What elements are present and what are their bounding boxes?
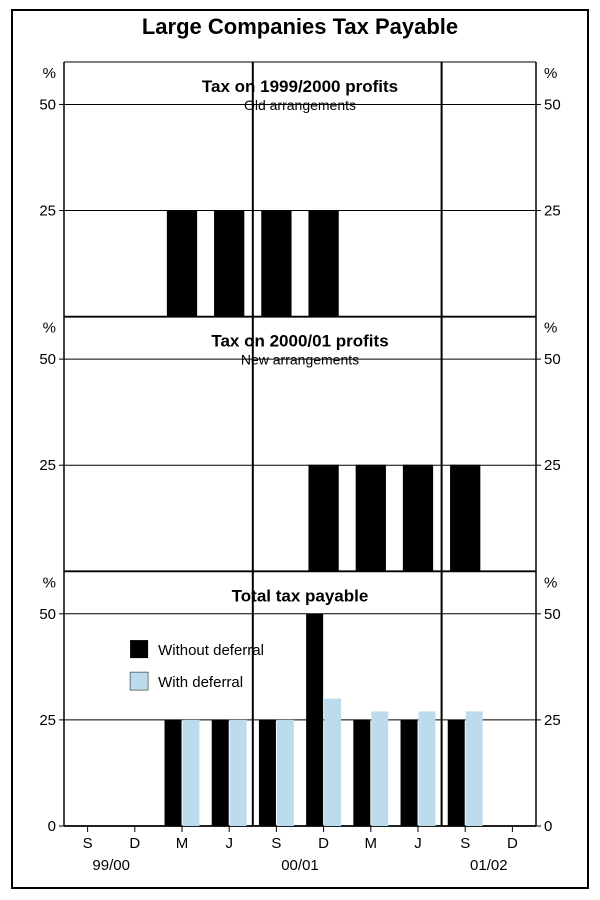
ytick-label-left: 25 bbox=[39, 203, 56, 220]
bar bbox=[262, 211, 291, 317]
xtick-label: M bbox=[176, 835, 189, 852]
bar bbox=[371, 711, 388, 826]
outer-border bbox=[12, 10, 588, 888]
xtick-label: J bbox=[225, 835, 233, 852]
xtick-label: S bbox=[460, 835, 470, 852]
legend-swatch bbox=[130, 640, 148, 658]
bar bbox=[212, 720, 229, 826]
bar bbox=[418, 711, 435, 826]
y-unit-left: % bbox=[43, 65, 56, 82]
xyear-label: 01/02 bbox=[470, 857, 508, 874]
ytick-label-left: 25 bbox=[39, 457, 56, 474]
panel-subtitle: Old arrangements bbox=[244, 97, 356, 113]
bar bbox=[353, 720, 370, 826]
bar bbox=[165, 720, 182, 826]
ytick-label-left: 25 bbox=[39, 712, 56, 729]
xtick-label: S bbox=[271, 835, 281, 852]
bar bbox=[182, 720, 199, 826]
bar bbox=[451, 465, 480, 571]
ytick-label-left: 0 bbox=[48, 818, 56, 835]
bar bbox=[306, 614, 323, 826]
panel-subtitle: New arrangements bbox=[241, 352, 359, 368]
chart-svg: Large Companies Tax Payable 25 25 50 50%% Tax… bbox=[0, 0, 600, 900]
legend-swatch bbox=[130, 672, 148, 690]
xyear-label: 99/00 bbox=[92, 857, 130, 874]
legend-label: With deferral bbox=[158, 674, 243, 691]
ytick-label-right: 50 bbox=[544, 96, 561, 113]
bar bbox=[324, 699, 341, 826]
ytick-label-right: 25 bbox=[544, 457, 561, 474]
bar bbox=[309, 211, 338, 317]
y-unit-left: % bbox=[43, 574, 56, 591]
panel-title: Tax on 1999/2000 profits bbox=[202, 77, 398, 96]
y-unit-left: % bbox=[43, 320, 56, 337]
ytick-label-left: 50 bbox=[39, 96, 56, 113]
ytick-label-left: 50 bbox=[39, 351, 56, 368]
bar bbox=[259, 720, 276, 826]
xtick-label: J bbox=[414, 835, 422, 852]
ytick-label-right: 25 bbox=[544, 203, 561, 220]
bar bbox=[401, 720, 418, 826]
ytick-label-right: 50 bbox=[544, 351, 561, 368]
xyear-label: 00/01 bbox=[281, 857, 319, 874]
ytick-label-right: 50 bbox=[544, 606, 561, 623]
y-unit-right: % bbox=[544, 65, 557, 82]
chart-title: Large Companies Tax Payable bbox=[142, 14, 458, 39]
xtick-label: S bbox=[83, 835, 93, 852]
bar bbox=[466, 711, 483, 826]
bar bbox=[448, 720, 465, 826]
bar bbox=[309, 465, 338, 571]
legend-label: Without deferral bbox=[158, 642, 264, 659]
chart-container: Large Companies Tax Payable 25 25 50 50%% Tax… bbox=[0, 0, 600, 900]
bar bbox=[215, 211, 244, 317]
ytick-label-right: 25 bbox=[544, 712, 561, 729]
xtick-label: M bbox=[365, 835, 378, 852]
y-unit-right: % bbox=[544, 574, 557, 591]
panel-title: Total tax payable bbox=[232, 586, 369, 605]
ytick-label-left: 50 bbox=[39, 606, 56, 623]
xtick-label: D bbox=[129, 835, 140, 852]
bar bbox=[167, 211, 196, 317]
bar bbox=[403, 465, 432, 571]
bar bbox=[277, 720, 294, 826]
y-unit-right: % bbox=[544, 320, 557, 337]
ytick-label-right: 0 bbox=[544, 818, 552, 835]
bar bbox=[230, 720, 247, 826]
xtick-label: D bbox=[318, 835, 329, 852]
bar bbox=[356, 465, 385, 571]
xtick-label: D bbox=[507, 835, 518, 852]
panel-title: Tax on 2000/01 profits bbox=[211, 332, 388, 351]
